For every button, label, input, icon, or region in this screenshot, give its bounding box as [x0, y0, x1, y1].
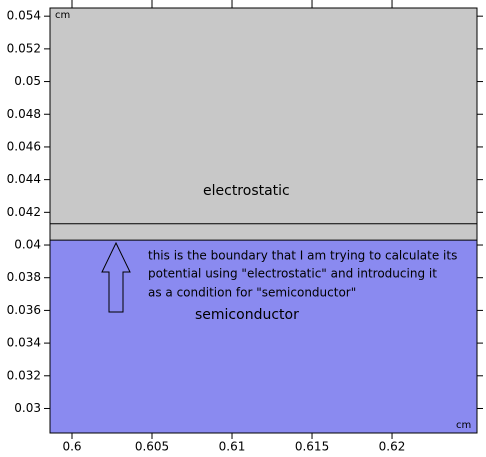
frame [49, 7, 478, 434]
y-tick-label: 0.054 [7, 9, 41, 23]
y-tick-label: 0.042 [7, 205, 41, 219]
y-tick-label: 0.038 [7, 270, 41, 284]
y-tick-label: 0.044 [7, 172, 41, 186]
annotation-line: this is the boundary that I am trying to… [148, 249, 457, 263]
y-tick-label: 0.05 [14, 74, 41, 88]
x-unit: cm [456, 420, 471, 431]
region-label: semiconductor [195, 307, 299, 323]
y-tick-label: 0.036 [7, 303, 41, 317]
y-tick-label: 0.04 [14, 238, 41, 252]
y-tick-label: 0.034 [7, 336, 41, 350]
arrow [101, 241, 131, 313]
y-tick-label: 0.048 [7, 107, 41, 121]
y-tick-label: 0.032 [7, 368, 41, 382]
region [50, 8, 477, 241]
y-tick-label: 0.046 [7, 139, 41, 153]
x-tick-label: 0.615 [295, 440, 329, 454]
annotation-line: as a condition for "semiconductor" [148, 286, 356, 300]
y-tick-label: 0.03 [14, 401, 41, 415]
plot [50, 8, 477, 433]
x-tick-label: 0.6 [62, 440, 81, 454]
annotation-line: potential using "electrostatic" and intr… [148, 267, 437, 281]
region-label: electrostatic [203, 183, 290, 199]
x-tick-label: 0.62 [379, 440, 406, 454]
x-tick-label: 0.61 [219, 440, 246, 454]
x-tick-label: 0.605 [135, 440, 169, 454]
y-unit: cm [55, 10, 70, 21]
y-tick-label: 0.052 [7, 41, 41, 55]
